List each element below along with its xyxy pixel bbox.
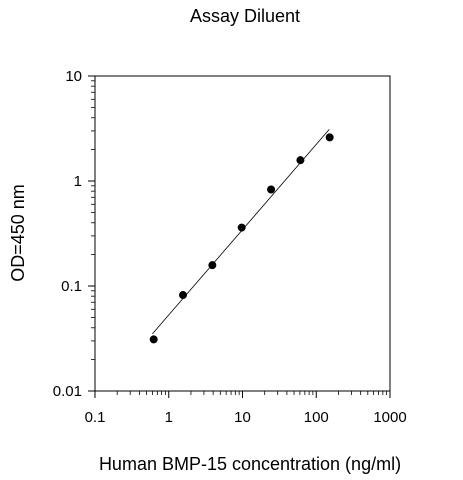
y-tick-label: 0.1 — [61, 278, 82, 295]
x-tick-label: 10 — [234, 409, 251, 426]
data-point — [149, 335, 158, 344]
x-tick-label: 100 — [304, 409, 329, 426]
y-axis: 0.01 0.1 1 10 — [53, 68, 95, 400]
y-tick-label: 0.01 — [53, 383, 82, 400]
data-point — [208, 261, 217, 270]
x-axis: 0.1 1 10 100 1000 — [85, 391, 407, 426]
data-points — [149, 133, 334, 344]
data-point — [296, 156, 305, 165]
data-point — [325, 133, 334, 142]
x-tick-label: 1000 — [373, 409, 406, 426]
y-tick-label: 1 — [74, 173, 82, 190]
y-axis-label: OD=450 nm — [8, 184, 28, 282]
x-axis-label: Human BMP-15 concentration (ng/ml) — [99, 454, 401, 474]
x-tick-label: 1 — [165, 409, 173, 426]
data-point — [267, 185, 276, 194]
data-point — [178, 291, 187, 300]
chart-title: Assay Diluent — [190, 6, 300, 26]
data-point — [237, 223, 246, 232]
plot-frame — [94, 75, 391, 392]
y-tick-label: 10 — [65, 68, 82, 85]
x-tick-label: 0.1 — [85, 409, 106, 426]
